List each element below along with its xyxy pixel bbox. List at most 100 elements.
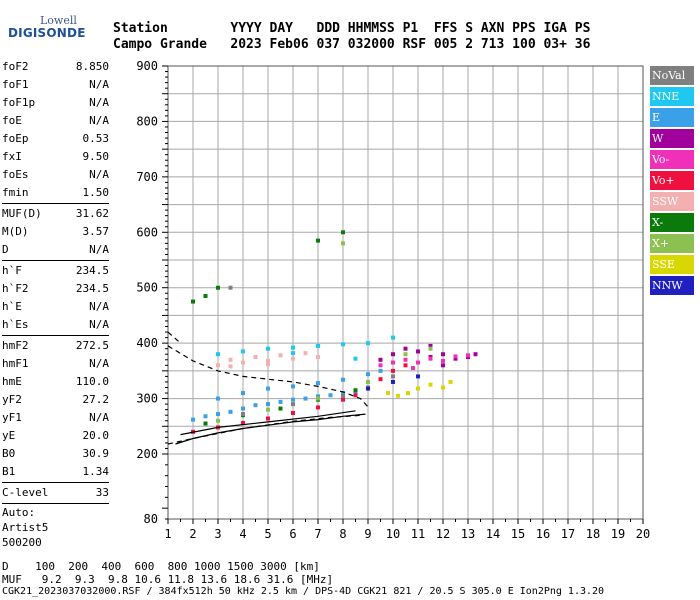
- point-e: [216, 412, 220, 417]
- param-label: MUF(D): [2, 207, 42, 220]
- x-tick-label: 4: [239, 527, 246, 541]
- x-tick-label: 1: [164, 527, 171, 541]
- legend-item: E: [650, 108, 694, 127]
- param-row: yE 20.0: [2, 427, 109, 445]
- x-tick-label: 20: [636, 527, 650, 541]
- param-label: fxI: [2, 150, 22, 163]
- point-vo: [416, 360, 420, 365]
- point-w: [378, 357, 383, 362]
- point-e: [216, 396, 220, 401]
- legend-item: NoVal: [650, 66, 694, 85]
- point-nne: [291, 345, 295, 350]
- x-tick-label: 17: [561, 527, 575, 541]
- param-value: N/A: [89, 114, 109, 127]
- point-sse: [416, 386, 420, 391]
- point-x: [428, 346, 433, 351]
- point-nne: [266, 346, 270, 351]
- point-ssw: [303, 351, 308, 356]
- point-nne: [353, 356, 358, 361]
- x-tick-label: 5: [264, 527, 271, 541]
- point-vo: [411, 366, 415, 371]
- point-nne: [391, 335, 395, 340]
- param-row: hmF2 272.5: [2, 337, 109, 355]
- param-value: N/A: [89, 411, 109, 424]
- param-label: yF1: [2, 411, 22, 424]
- param-row: hmE 110.0: [2, 373, 109, 391]
- point-e: [228, 409, 233, 414]
- y-tick-label: 400: [136, 336, 158, 350]
- param-row: h`F 234.5: [2, 262, 109, 280]
- param-label: h`E: [2, 300, 22, 313]
- point-x: [341, 241, 345, 246]
- point-w: [473, 352, 478, 357]
- param-divider: [2, 503, 109, 504]
- param-label: h`Es: [2, 318, 29, 331]
- param-value: 33: [95, 486, 109, 499]
- x-tick-label: 2: [189, 527, 196, 541]
- param-row: fmin 1.50: [2, 184, 109, 202]
- footer-file-info: CGK21_2023037032000.RSF / 384fx512h 50 k…: [2, 586, 605, 597]
- point-nnw: [416, 374, 420, 379]
- param-label: h`F2: [2, 282, 29, 295]
- y-tick-label: 900: [136, 59, 158, 73]
- point-sse: [386, 391, 390, 396]
- point-nnw: [391, 379, 395, 384]
- point-noval: [291, 402, 295, 407]
- point-e: [378, 368, 383, 373]
- point-x: [203, 294, 208, 299]
- x-tick-label: 16: [536, 527, 550, 541]
- param-value: 1.50: [82, 186, 110, 199]
- param-row: foF2 8.850: [2, 58, 109, 76]
- param-label: foEs: [2, 168, 29, 181]
- x-tick-label: 8: [339, 527, 346, 541]
- point-x: [341, 230, 345, 235]
- legend-item: SSW: [650, 192, 694, 211]
- y-tick-label: 300: [136, 392, 158, 406]
- point-e: [241, 391, 245, 396]
- x-tick-label: 15: [511, 527, 525, 541]
- point-noval: [241, 412, 245, 417]
- point-noval: [391, 374, 395, 379]
- param-value: N/A: [89, 357, 109, 370]
- x-tick-label: 13: [461, 527, 475, 541]
- point-e: [266, 402, 270, 407]
- autoscaling-info: Auto: Artist5 500200: [2, 505, 109, 550]
- digisonde-logo: Lowell DIGISONDE: [4, 2, 104, 52]
- point-x: [266, 407, 270, 412]
- x-trace-line: [180, 410, 356, 436]
- legend-item: NNE: [650, 87, 694, 106]
- point-vo: [403, 357, 408, 362]
- param-row: yF1 N/A: [2, 409, 109, 427]
- point-ssw: [266, 362, 270, 367]
- point-e: [291, 384, 295, 389]
- param-value: N/A: [89, 168, 109, 181]
- x-tick-label: 6: [289, 527, 296, 541]
- point-x: [216, 418, 220, 423]
- auto-line: 500200: [2, 536, 42, 549]
- point-nne: [216, 352, 220, 357]
- point-e: [303, 396, 308, 401]
- legend-item: SSE: [650, 255, 694, 274]
- legend-item: Vo-: [650, 150, 694, 169]
- logo-lowell-text: Lowell: [40, 14, 77, 27]
- point-nne: [341, 342, 345, 347]
- legend-item: X-: [650, 213, 694, 232]
- param-label: foF1p: [2, 96, 36, 109]
- param-row: h`E N/A: [2, 298, 109, 316]
- param-row: C-level 33: [2, 484, 109, 502]
- param-label: yE: [2, 429, 16, 442]
- point-vo: [378, 377, 383, 382]
- param-value: 30.9: [82, 447, 110, 460]
- point-vo: [378, 363, 383, 368]
- point-e: [341, 391, 345, 396]
- point-nne: [241, 349, 245, 354]
- param-row: M(D) 3.57: [2, 223, 109, 241]
- x-tick-label: 12: [436, 527, 450, 541]
- param-value: 9.50: [82, 150, 110, 163]
- point-ssw: [316, 355, 320, 359]
- legend-item: X+: [650, 234, 694, 253]
- point-ssw: [278, 353, 283, 358]
- param-row: foF1p N/A: [2, 94, 109, 112]
- point-nne: [291, 351, 295, 356]
- param-label: C-level: [2, 486, 49, 499]
